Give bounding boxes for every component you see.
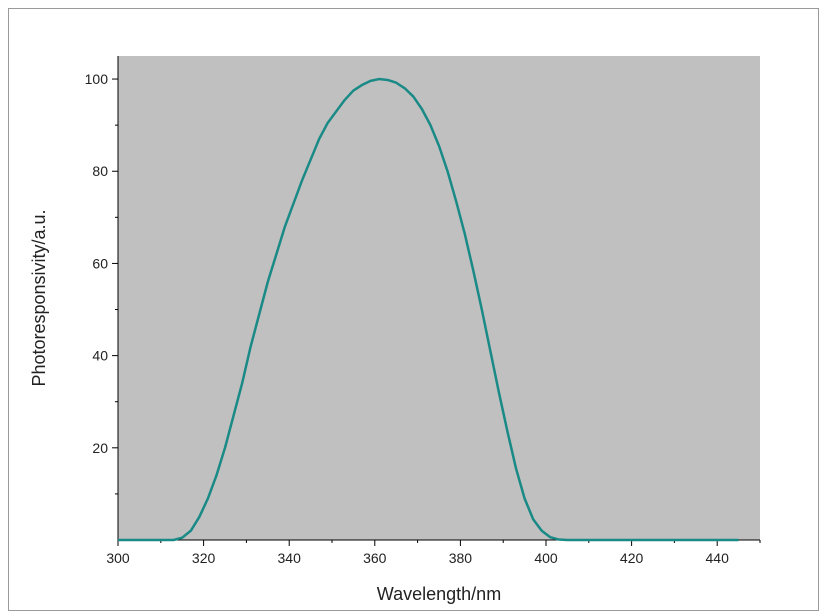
- x-tick-label: 400: [534, 550, 558, 566]
- x-tick-label: 320: [192, 550, 216, 566]
- labels-group: 300 320 340 360 380 400 420 440 20 40 60 80 100: [85, 71, 729, 566]
- y-tick-label: 40: [92, 348, 108, 364]
- y-tick-label: 60: [92, 255, 108, 271]
- y-tick-label: 20: [92, 440, 108, 456]
- x-tick-label: 300: [106, 550, 130, 566]
- x-tick-label: 340: [278, 550, 302, 566]
- series-line: [118, 77, 739, 542]
- x-tick-label: 380: [449, 550, 473, 566]
- y-axis-title: Photoresponsivity/a.u.: [29, 209, 49, 386]
- y-tick-label: 80: [92, 163, 108, 179]
- x-tick-label: 440: [706, 550, 730, 566]
- plot-area-group: [118, 56, 760, 540]
- x-tick-label: 420: [620, 550, 644, 566]
- series-group: [118, 77, 739, 542]
- plot-area: [118, 56, 760, 540]
- x-tick-label: 360: [363, 550, 387, 566]
- x-axis-title: Wavelength/nm: [377, 584, 501, 604]
- y-tick-label: 100: [85, 71, 109, 87]
